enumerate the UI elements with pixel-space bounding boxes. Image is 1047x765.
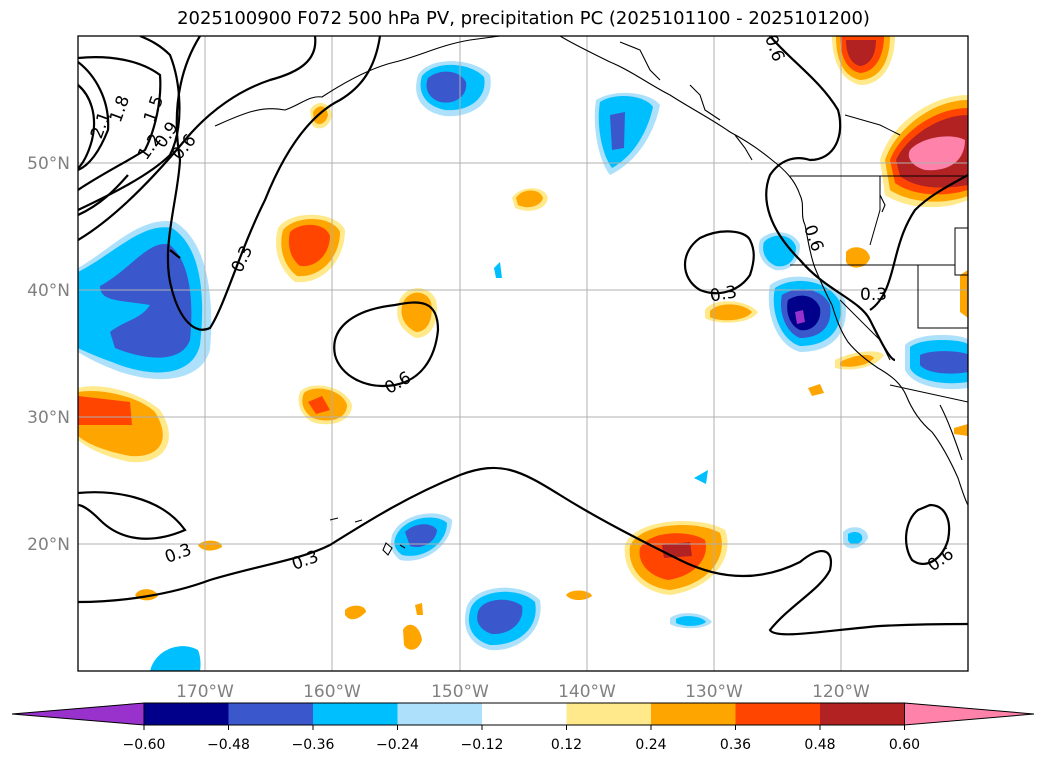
colorbar-tick-label: −0.60 — [123, 737, 166, 753]
colorbar-tick-label: 0.24 — [635, 737, 666, 753]
contour-label: 0.3 — [860, 285, 887, 305]
political-borders — [790, 114, 968, 403]
colorbar-extend-left — [11, 702, 145, 726]
precip-negative-blob — [610, 112, 625, 150]
precip-positive-blob — [403, 624, 422, 650]
precip-negative-blob — [694, 470, 708, 484]
colorbar-segment — [313, 703, 398, 725]
colorbar-outline — [143, 702, 905, 726]
precip-negative-blob — [920, 351, 968, 374]
lon-label: 150°W — [431, 682, 489, 702]
lat-label: 30°N — [27, 408, 70, 428]
precip-positive-blob — [566, 590, 592, 601]
colorbar-tick-label: −0.12 — [461, 737, 504, 753]
lat-label: 20°N — [27, 535, 70, 555]
precip-negative-blob — [787, 295, 821, 331]
colorbar-tick-label: 0.12 — [551, 737, 582, 753]
precip-positive-blob — [308, 396, 330, 414]
lon-label: 140°W — [558, 682, 616, 702]
lon-label: 130°W — [685, 682, 743, 702]
contour-label: 0.3 — [708, 282, 738, 306]
contour-label: 0.6 — [924, 544, 958, 576]
lon-label: 170°W — [176, 682, 234, 702]
colorbar-segment — [397, 703, 482, 725]
precip-positive-blob — [198, 540, 222, 551]
colorbar-tick-label: −0.48 — [207, 737, 250, 753]
contour-label: 0.6 — [799, 222, 827, 254]
colorbar-segment — [228, 703, 313, 725]
lat-label: 50°N — [27, 154, 70, 174]
latitude-labels: 50°N 40°N 30°N 20°N — [27, 154, 70, 555]
colorbar-tick-label: 0.48 — [804, 737, 835, 753]
precip-negative-blob — [598, 95, 653, 168]
precip-positive-blob — [288, 224, 330, 267]
colorbar: −0.60 −0.48 −0.36 −0.24 −0.12 0.12 0.24 … — [11, 702, 1035, 753]
precip-negative-blob — [477, 599, 523, 635]
precip-negative-blob — [494, 262, 502, 278]
map-title: 2025100900 F072 500 hPa PV, precipitatio… — [177, 8, 870, 29]
colorbar-tick-label: 0.36 — [720, 737, 751, 753]
lon-label: 160°W — [303, 682, 361, 702]
colorbar-segment — [735, 703, 820, 725]
longitude-labels: 170°W 160°W 150°W 140°W 130°W 120°W — [176, 682, 870, 702]
colorbar-segment — [651, 703, 736, 725]
lat-label: 40°N — [27, 281, 70, 301]
contour-label: 1.8 — [106, 93, 134, 125]
precip-positive-blob — [415, 603, 423, 615]
precip-positive-blob — [908, 136, 965, 171]
colorbar-segment — [482, 703, 567, 725]
precip-fields — [78, 36, 968, 671]
pv-contours — [78, 36, 968, 636]
map-frame — [77, 35, 969, 672]
contour-label: 0.6 — [760, 32, 788, 64]
precip-positive-blob — [78, 396, 132, 425]
precip-positive-blob — [846, 40, 876, 66]
coastlines — [214, 36, 968, 556]
precip-positive-blob — [516, 190, 543, 208]
precip-negative-blob — [848, 532, 863, 545]
precip-negative-blob — [426, 71, 467, 103]
map-area: 2.1 1.8 1.5 1.2 0.9 0.6 0.3 0.3 0.6 0.3 … — [78, 32, 968, 671]
precip-negative-blob — [763, 235, 796, 267]
precip-negative-blob — [405, 524, 437, 548]
precip-positive-blob — [808, 384, 824, 396]
contour-label: 1.5 — [140, 93, 168, 125]
precip-negative-blob — [676, 616, 706, 626]
precip-positive-blob — [960, 270, 968, 318]
lon-label: 120°W — [812, 682, 870, 702]
precip-positive-blob — [710, 304, 752, 321]
precip-positive-blob — [846, 247, 870, 268]
colorbar-segment — [144, 703, 229, 725]
precip-positive-blob — [345, 605, 366, 620]
precip-negative-blob — [150, 646, 201, 671]
contour-label: 0.3 — [228, 243, 258, 276]
contour-label: 0.6 — [381, 368, 414, 399]
colorbar-segment — [566, 703, 651, 725]
precip-positive-blob — [840, 355, 874, 367]
colorbar-tick-label: −0.36 — [292, 737, 335, 753]
colorbar-tick-label: −0.24 — [376, 737, 419, 753]
graticule — [78, 36, 968, 671]
colorbar-segment — [820, 703, 905, 725]
precip-positive-blob — [954, 424, 968, 436]
colorbar-extend-right — [904, 702, 1035, 726]
precip-negative-blob — [795, 310, 805, 324]
colorbar-tick-label: 0.60 — [889, 737, 920, 753]
